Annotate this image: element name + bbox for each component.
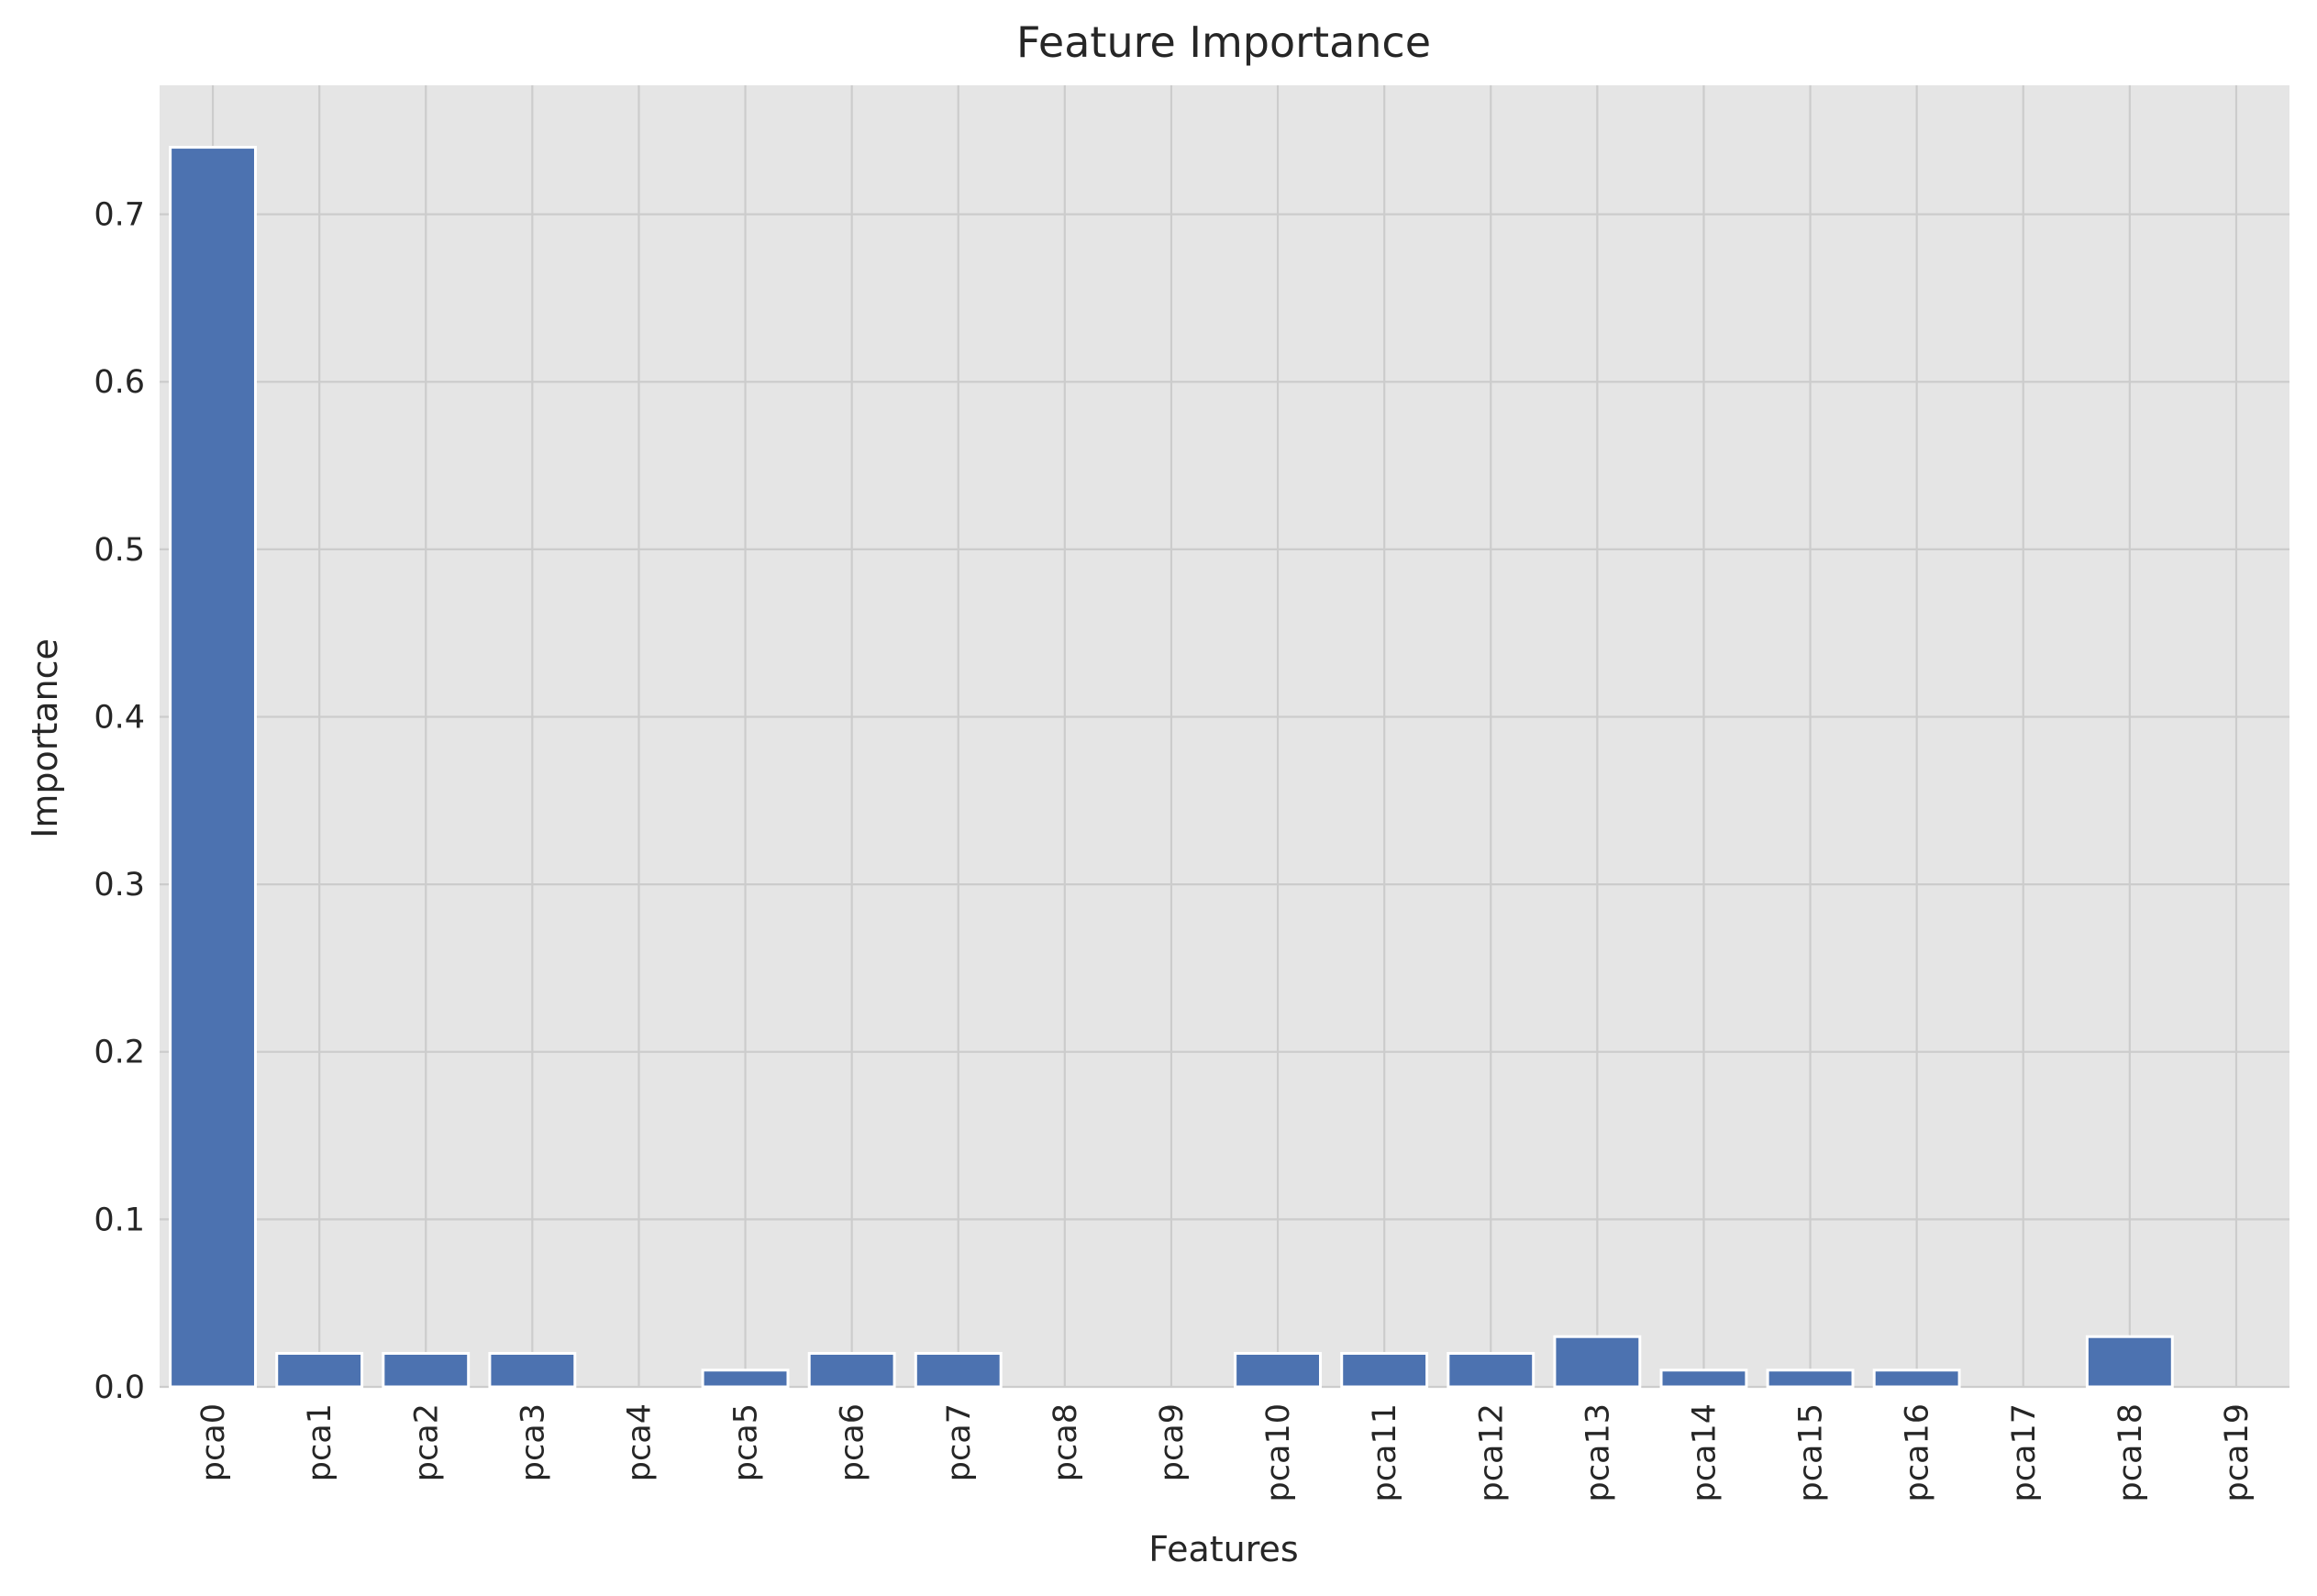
bar-pca3 [488, 1351, 577, 1389]
x-tick-label: pca17 [2006, 1403, 2043, 1502]
x-tick-label: pca10 [1260, 1403, 1297, 1502]
y-axis-label: Importance [25, 638, 65, 838]
y-tick-label: 0.4 [94, 699, 145, 736]
x-tick-label: pca9 [1154, 1403, 1191, 1481]
y-axis-ticks: 0.0 0.1 0.2 0.3 0.4 0.5 0.6 0.7 [94, 197, 145, 1406]
x-tick-label: pca16 [1900, 1403, 1936, 1502]
x-tick-label: pca14 [1686, 1403, 1723, 1502]
bar-pca6 [807, 1351, 896, 1389]
bar-pca2 [382, 1351, 471, 1389]
x-axis-ticks: pca0 pca1 pca2 pca3 pca4 pca5 pca6 pca7 pca8 pca9… [195, 1403, 2256, 1502]
bar-pca18 [2085, 1335, 2174, 1389]
bar-pca10 [1234, 1351, 1322, 1389]
plot-area [160, 85, 2289, 1387]
x-tick-label: pca18 [2112, 1403, 2149, 1502]
x-tick-label: pca15 [1793, 1403, 1830, 1502]
x-tick-label: pca0 [195, 1403, 232, 1481]
x-tick-label: pca5 [728, 1403, 765, 1481]
x-tick-label: pca8 [1048, 1403, 1084, 1481]
x-tick-label: pca3 [515, 1403, 551, 1481]
x-tick-label: pca1 [302, 1403, 338, 1481]
bar-pca0 [169, 146, 257, 1389]
y-tick-label: 0.1 [94, 1202, 145, 1238]
x-axis-label: Features [1148, 1529, 1298, 1569]
y-tick-label: 0.3 [94, 867, 145, 903]
x-tick-label: pca2 [408, 1403, 445, 1481]
x-tick-label: pca6 [835, 1403, 871, 1481]
bar-pca11 [1340, 1351, 1429, 1389]
bar-pca12 [1447, 1351, 1535, 1389]
bar-pca15 [1766, 1369, 1855, 1389]
bars [169, 146, 2174, 1389]
x-tick-label: pca13 [1580, 1403, 1616, 1502]
y-tick-label: 0.6 [94, 364, 145, 401]
chart-title: Feature Importance [1016, 17, 1431, 67]
y-tick-label: 0.7 [94, 197, 145, 234]
bar-pca14 [1659, 1369, 1748, 1389]
y-tick-label: 0.5 [94, 532, 145, 569]
bar-pca7 [914, 1351, 1003, 1389]
x-tick-label: pca7 [941, 1403, 978, 1481]
bar-pca1 [275, 1351, 364, 1389]
x-tick-label: pca11 [1367, 1403, 1403, 1502]
bar-pca5 [701, 1369, 790, 1389]
x-tick-label: pca12 [1473, 1403, 1510, 1502]
x-tick-label: pca19 [2219, 1403, 2256, 1502]
x-tick-label: pca4 [621, 1403, 658, 1481]
y-tick-label: 0.0 [94, 1369, 145, 1406]
bar-pca13 [1553, 1335, 1642, 1389]
y-tick-label: 0.2 [94, 1035, 145, 1071]
bar-pca16 [1872, 1369, 1961, 1389]
